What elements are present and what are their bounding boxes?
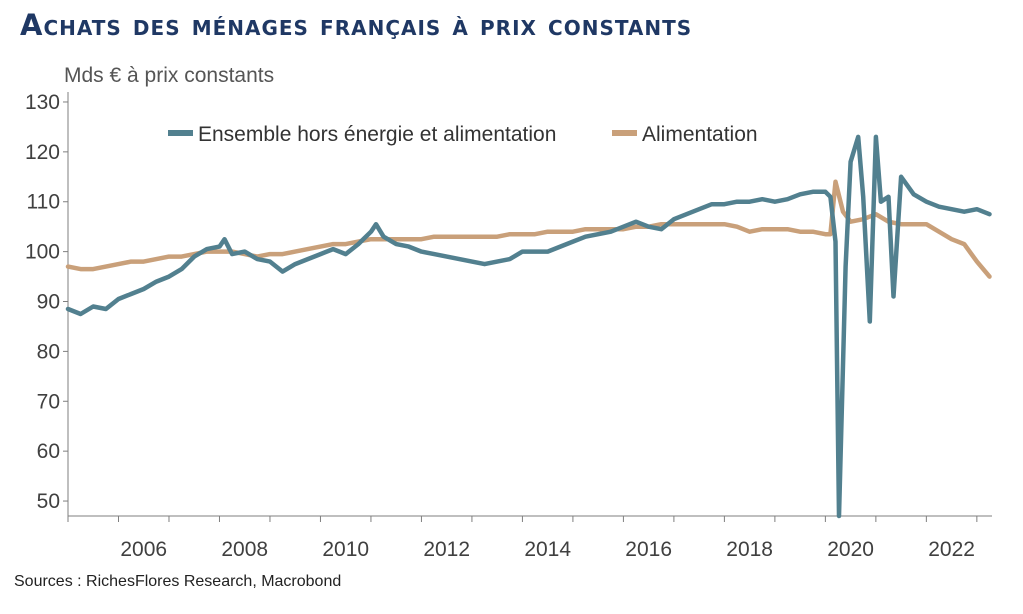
unit-label: Mds € à prix constants — [64, 64, 275, 87]
x-tick-label: 2012 — [423, 538, 470, 561]
x-tick-label: 2016 — [625, 538, 672, 561]
y-tick-label: 60 — [37, 440, 60, 463]
y-tick-label: 70 — [37, 390, 60, 413]
y-tick-label: 50 — [37, 490, 60, 513]
x-tick-label: 2014 — [524, 538, 571, 561]
x-tick-label: 2006 — [120, 538, 167, 561]
x-tick-label: 2008 — [221, 538, 268, 561]
y-tick-label: 100 — [25, 241, 60, 264]
y-tick-label: 120 — [25, 141, 60, 164]
x-tick-label: 2018 — [726, 538, 773, 561]
series-line-ensemble — [65, 134, 992, 519]
x-tick-label: 2010 — [322, 538, 369, 561]
series-line-alimentation — [65, 179, 992, 279]
legend-label-alimentation: Alimentation — [642, 123, 758, 146]
source-note: Sources : RichesFlores Research, Macrobo… — [14, 573, 342, 590]
x-tick-label: 2020 — [827, 538, 874, 561]
legend-label-ensemble: Ensemble hors énergie et alimentation — [198, 123, 556, 146]
x-tick-label: 2022 — [928, 538, 975, 561]
chart-title: Achats des ménages français à prix const… — [20, 8, 693, 42]
y-tick-label: 130 — [25, 91, 60, 114]
y-tick-label: 90 — [37, 291, 60, 314]
y-tick-label: 80 — [37, 340, 60, 363]
y-tick-label: 110 — [27, 191, 60, 214]
